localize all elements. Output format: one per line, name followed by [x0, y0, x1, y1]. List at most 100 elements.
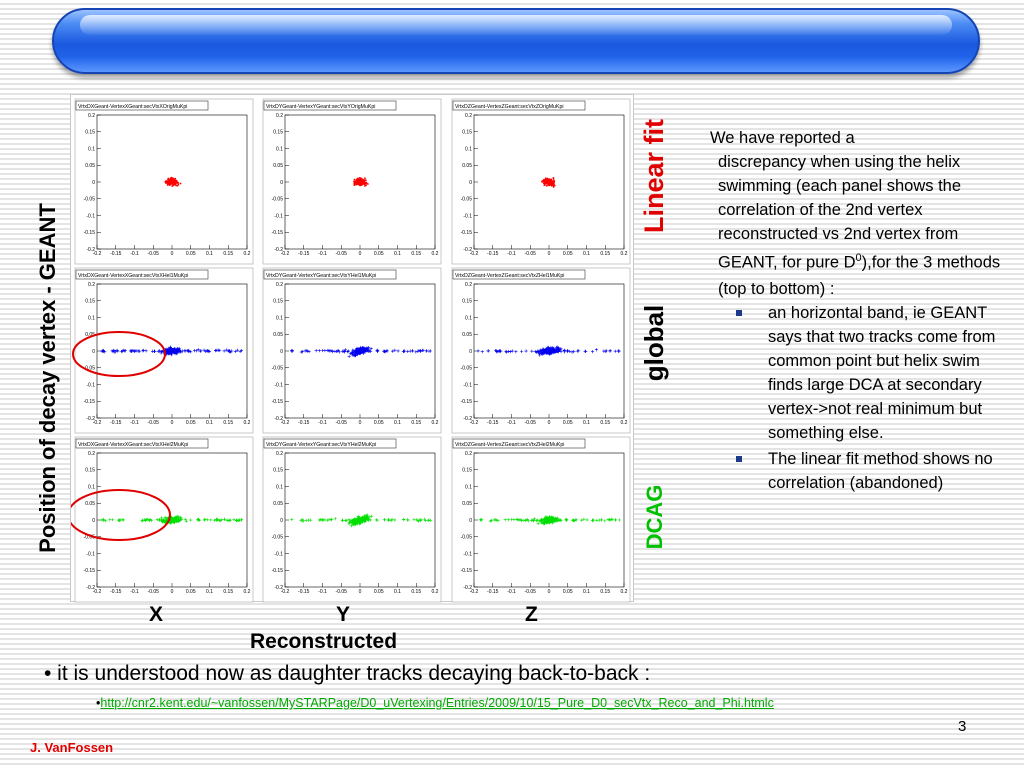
y-tick-label: 0.05 — [462, 332, 472, 338]
data-point — [520, 349, 524, 354]
link-bullet: • — [96, 696, 101, 710]
data-point — [505, 350, 509, 354]
bullet-item: an horizontal band, ie GEANT says that t… — [706, 301, 1006, 445]
data-point — [545, 520, 549, 524]
data-point — [510, 349, 514, 353]
column-label-z: Z — [525, 603, 538, 626]
data-point — [205, 518, 210, 522]
data-point — [167, 179, 170, 182]
y-tick-label: -0.15 — [461, 230, 473, 236]
entry-link[interactable]: http://cnr2.kent.edu/~vanfossen/MySTARPa… — [100, 696, 774, 710]
x-tick-label: 0.15 — [411, 589, 421, 595]
main-bullet: • it is understood now as daughter track… — [44, 662, 651, 685]
data-point — [558, 348, 562, 352]
data-point — [393, 518, 397, 522]
highlight-ellipse — [72, 331, 166, 377]
y-tick-label: 0 — [469, 518, 472, 524]
x-tick-label: -0.05 — [525, 420, 537, 426]
data-point — [145, 517, 150, 521]
x-tick-label: 0.2 — [621, 589, 628, 595]
x-tick-label: 0 — [548, 589, 551, 595]
panel-title-box — [263, 269, 397, 280]
data-point — [179, 350, 183, 354]
scatter-plots-svg: VrtxDXGeant-VertexXGeant:secVtxXOrigMuKp… — [67, 98, 631, 603]
data-point — [553, 517, 557, 522]
data-point — [314, 349, 318, 353]
data-point — [353, 178, 356, 181]
y-tick-label: 0 — [469, 349, 472, 355]
data-point — [543, 184, 546, 187]
data-point — [157, 518, 162, 522]
x-tick-label: 0.05 — [563, 251, 573, 257]
x-tick-label: 0.2 — [621, 251, 628, 257]
x-tick-label: -0.2 — [470, 589, 479, 595]
data-point — [318, 518, 322, 522]
data-point — [548, 347, 552, 351]
x-tick-label: 0.05 — [563, 420, 573, 426]
data-point — [119, 349, 123, 354]
data-point — [183, 349, 187, 353]
x-tick-label: 0.05 — [374, 420, 384, 426]
x-tick-label: 0.1 — [394, 251, 401, 257]
panel-title: VrtxDXGeant-VertexXGeant:secVtxXOrigMuKp… — [78, 104, 187, 110]
data-point — [169, 178, 172, 181]
data-point — [101, 349, 105, 353]
data-point — [530, 349, 534, 353]
data-point — [562, 348, 566, 352]
data-point — [217, 518, 221, 523]
data-point — [412, 517, 416, 522]
data-point — [556, 518, 560, 522]
data-point — [489, 518, 493, 523]
y-tick-label: -0.1 — [274, 213, 283, 219]
data-point — [317, 349, 321, 353]
data-point — [382, 518, 387, 522]
data-point — [364, 179, 367, 182]
data-point — [179, 182, 182, 185]
y-tick-label: 0.2 — [465, 282, 472, 288]
panel-title: VrtxDYGeant-VertexYGeant:secVtxYOrigMuKp… — [266, 104, 375, 110]
data-point — [225, 348, 229, 352]
y-tick-label: -0.15 — [272, 568, 284, 574]
data-point — [357, 349, 361, 353]
data-point — [353, 182, 356, 185]
data-point — [543, 351, 547, 355]
y-tick-label: 0.15 — [273, 299, 283, 305]
y-tick-label: 0 — [469, 180, 472, 186]
x-tick-label: 0.2 — [244, 589, 251, 595]
y-tick-label: 0.05 — [273, 163, 283, 169]
data-point — [222, 349, 226, 353]
x-tick-label: -0.15 — [487, 589, 499, 595]
data-point — [123, 349, 128, 353]
data-point — [170, 177, 173, 180]
data-point — [358, 521, 362, 525]
y-tick-label: 0.2 — [465, 451, 472, 457]
y-tick-label: 0.1 — [465, 315, 472, 321]
x-tick-label: -0.15 — [110, 251, 122, 257]
data-point — [541, 180, 544, 183]
data-point — [173, 349, 177, 353]
data-point — [543, 178, 545, 181]
scatter-panel: VrtxDXGeant-VertexXGeant:secVtxXHel1MuKp… — [72, 267, 254, 434]
data-point — [167, 182, 170, 185]
data-point — [564, 518, 568, 522]
data-point — [289, 349, 294, 353]
data-point — [360, 347, 364, 351]
data-point — [385, 349, 389, 353]
data-point — [541, 522, 545, 526]
data-point — [548, 178, 550, 181]
y-tick-label: -0.2 — [274, 585, 283, 591]
data-point — [174, 177, 177, 180]
panel-frame — [74, 98, 254, 265]
x-tick-label: 0.1 — [583, 589, 590, 595]
y-tick-label: -0.1 — [463, 213, 472, 219]
data-point — [585, 518, 589, 522]
data-point — [363, 347, 367, 351]
description: We have reported a discrepancy when usin… — [706, 126, 1006, 495]
x-tick-label: 0 — [359, 589, 362, 595]
data-point — [150, 349, 155, 353]
data-point — [531, 519, 536, 523]
data-point — [290, 517, 294, 522]
data-point — [367, 515, 371, 519]
scatter-panel: VrtxDZGeant-VertexZGeant:secVtxZHel2MuKp… — [451, 436, 631, 603]
x-tick-label: 0 — [171, 420, 174, 426]
